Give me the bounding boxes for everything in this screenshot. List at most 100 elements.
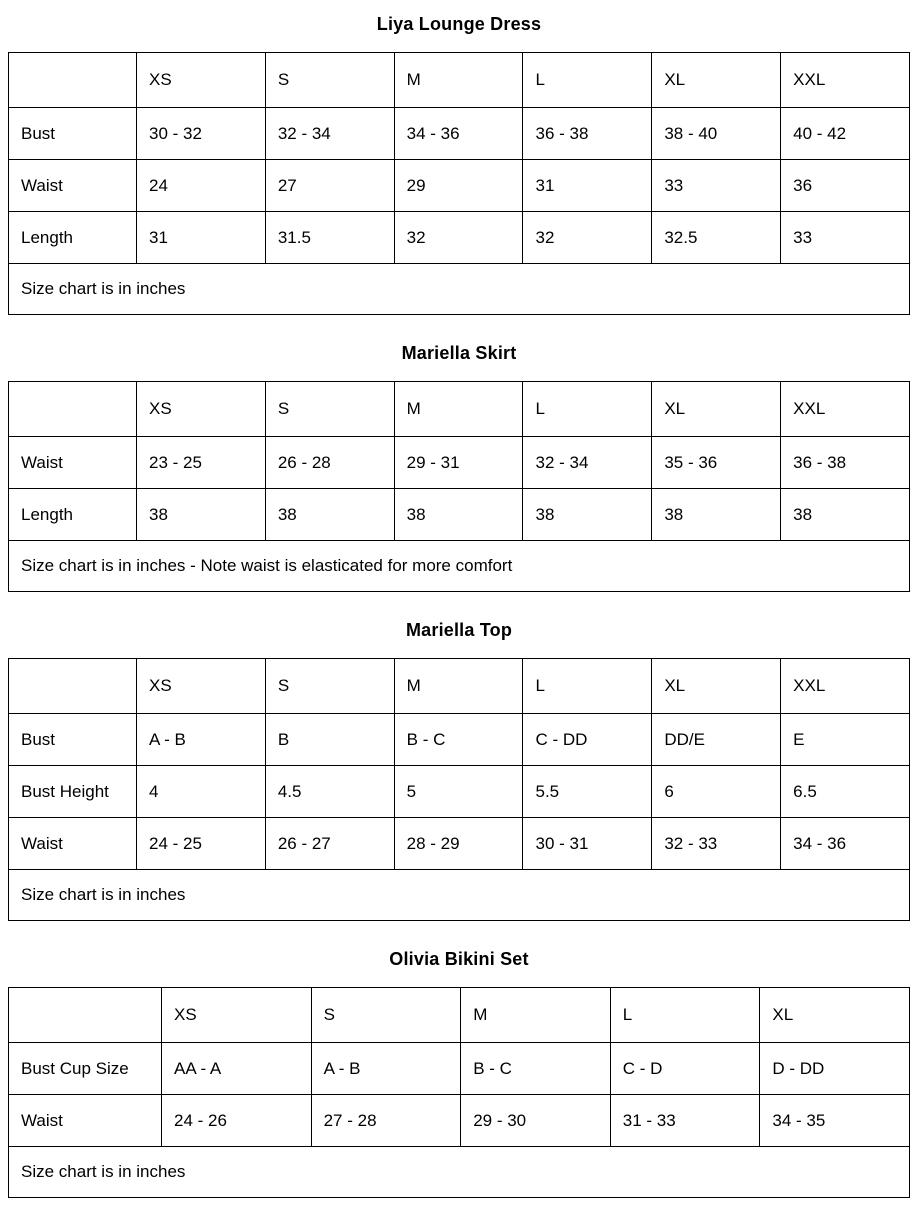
size-cell: 5 bbox=[393, 765, 524, 818]
size-cell: 33 bbox=[651, 159, 782, 212]
table-row: Waist 24 27 29 31 33 36 bbox=[8, 159, 910, 212]
footer-row: Size chart is in inches bbox=[8, 263, 910, 315]
corner-cell bbox=[8, 381, 137, 437]
table-footnote: Size chart is in inches bbox=[8, 263, 910, 315]
size-cell: 38 bbox=[780, 488, 910, 541]
header-row: XS S M L XL XXL bbox=[8, 381, 910, 437]
size-cell: 6 bbox=[651, 765, 782, 818]
row-label: Waist bbox=[8, 1094, 162, 1147]
size-cell: B bbox=[264, 713, 395, 766]
table-row: Length 38 38 38 38 38 38 bbox=[8, 488, 910, 541]
size-cell: 31 bbox=[136, 211, 266, 264]
size-cell: C - DD bbox=[522, 713, 653, 766]
table-row: Waist 24 - 25 26 - 27 28 - 29 30 - 31 32 - 33… bbox=[8, 817, 910, 870]
size-cell: 38 bbox=[264, 488, 395, 541]
size-cell: 36 bbox=[780, 159, 910, 212]
column-header: XS bbox=[136, 658, 266, 714]
chart-title: Mariella Skirt bbox=[401, 343, 517, 363]
row-label: Length bbox=[8, 211, 137, 264]
column-header: XS bbox=[136, 381, 266, 437]
size-cell: 36 - 38 bbox=[522, 107, 653, 160]
size-cell: 24 - 25 bbox=[136, 817, 266, 870]
column-header: S bbox=[264, 381, 395, 437]
column-header: M bbox=[393, 52, 524, 108]
size-cell: 4 bbox=[136, 765, 266, 818]
table-footnote: Size chart is in inches bbox=[8, 869, 910, 921]
column-header: XS bbox=[136, 52, 266, 108]
column-header: S bbox=[310, 987, 462, 1043]
size-cell: 29 bbox=[393, 159, 524, 212]
size-cell: 33 bbox=[780, 211, 910, 264]
column-header: M bbox=[460, 987, 611, 1043]
footer-row: Size chart is in inches bbox=[8, 869, 910, 921]
size-cell: 30 - 32 bbox=[136, 107, 266, 160]
size-cell: 23 - 25 bbox=[136, 436, 266, 489]
size-cell: DD/E bbox=[651, 713, 782, 766]
row-label: Waist bbox=[8, 159, 137, 212]
column-header: M bbox=[393, 658, 524, 714]
size-cell: 27 bbox=[264, 159, 395, 212]
size-cell: 31 - 33 bbox=[609, 1094, 761, 1147]
size-cell: E bbox=[780, 713, 910, 766]
size-cell: 29 - 31 bbox=[393, 436, 524, 489]
size-charts: Liya Lounge Dress XS S M L XL XXL Bust 30 - 32… bbox=[8, 13, 910, 1198]
size-cell: 38 - 40 bbox=[651, 107, 782, 160]
table-row: Waist 23 - 25 26 - 28 29 - 31 32 - 34 35 - 36… bbox=[8, 436, 910, 489]
size-cell: 31 bbox=[522, 159, 653, 212]
size-cell: 38 bbox=[393, 488, 524, 541]
column-header: XL bbox=[651, 52, 782, 108]
header-row: XS S M L XL XXL bbox=[8, 658, 910, 714]
size-cell: 27 - 28 bbox=[310, 1094, 462, 1147]
corner-cell bbox=[8, 987, 162, 1043]
size-cell: 34 - 36 bbox=[780, 817, 910, 870]
size-cell: 4.5 bbox=[264, 765, 395, 818]
table-body: Bust 30 - 32 32 - 34 34 - 36 36 - 38 38 - 40 4… bbox=[8, 107, 910, 264]
size-cell: C - D bbox=[609, 1042, 761, 1095]
size-cell: 28 - 29 bbox=[393, 817, 524, 870]
size-cell: 26 - 28 bbox=[264, 436, 395, 489]
row-label: Waist bbox=[8, 436, 137, 489]
size-cell: 32.5 bbox=[651, 211, 782, 264]
size-cell: 26 - 27 bbox=[264, 817, 395, 870]
size-cell: 38 bbox=[651, 488, 782, 541]
column-header: L bbox=[522, 658, 653, 714]
column-header: L bbox=[609, 987, 761, 1043]
row-label: Waist bbox=[8, 817, 137, 870]
row-label: Bust Cup Size bbox=[8, 1042, 162, 1095]
column-header: XL bbox=[759, 987, 910, 1043]
size-table: XS S M L XL XXL Waist 23 - 25 26 - 28 29 - 31 32 … bbox=[8, 381, 910, 592]
column-header: M bbox=[393, 381, 524, 437]
header-row: XS S M L XL XXL bbox=[8, 52, 910, 108]
chart-title: Liya Lounge Dress bbox=[376, 14, 542, 34]
size-cell: A - B bbox=[136, 713, 266, 766]
column-header: XXL bbox=[780, 381, 910, 437]
footer-row: Size chart is in inches - Note waist is … bbox=[8, 540, 910, 592]
size-cell: 38 bbox=[522, 488, 653, 541]
size-cell: 40 - 42 bbox=[780, 107, 910, 160]
size-cell: 32 - 34 bbox=[522, 436, 653, 489]
size-cell: A - B bbox=[310, 1042, 462, 1095]
column-header: S bbox=[264, 52, 395, 108]
table-row: Waist 24 - 26 27 - 28 29 - 30 31 - 33 34 - 35 bbox=[8, 1094, 910, 1147]
row-label: Length bbox=[8, 488, 137, 541]
size-cell: 24 bbox=[136, 159, 266, 212]
column-header: L bbox=[522, 52, 653, 108]
column-header: L bbox=[522, 381, 653, 437]
corner-cell bbox=[8, 52, 137, 108]
size-cell: 29 - 30 bbox=[460, 1094, 611, 1147]
chart-title: Olivia Bikini Set bbox=[389, 949, 529, 969]
corner-cell bbox=[8, 658, 137, 714]
size-cell: 31.5 bbox=[264, 211, 395, 264]
size-cell: 6.5 bbox=[780, 765, 910, 818]
size-chart-section: Liya Lounge Dress XS S M L XL XXL Bust 30 - 32… bbox=[8, 13, 910, 315]
size-cell: 35 - 36 bbox=[651, 436, 782, 489]
chart-title: Mariella Top bbox=[405, 620, 513, 640]
header-row: XS S M L XL bbox=[8, 987, 910, 1043]
table-row: Bust 30 - 32 32 - 34 34 - 36 36 - 38 38 - 40 4… bbox=[8, 107, 910, 160]
